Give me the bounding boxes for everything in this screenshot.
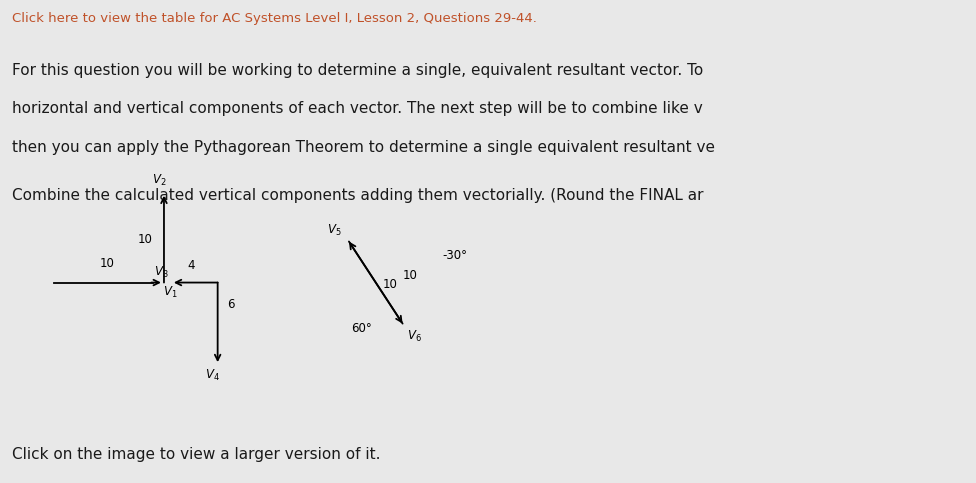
Text: For this question you will be working to determine a single, equivalent resultan: For this question you will be working to…: [12, 63, 703, 78]
Text: horizontal and vertical components of each vector. The next step will be to comb: horizontal and vertical components of ea…: [12, 101, 703, 116]
Text: $V_4$: $V_4$: [205, 368, 221, 383]
Text: $V_5$: $V_5$: [327, 223, 342, 238]
Text: Click here to view the table for AC Systems Level I, Lesson 2, Questions 29-44.: Click here to view the table for AC Syst…: [12, 12, 537, 25]
Text: 10: 10: [383, 279, 398, 291]
Text: -30°: -30°: [442, 250, 468, 262]
Text: 10: 10: [402, 269, 418, 282]
Text: $V_2$: $V_2$: [152, 173, 166, 188]
Text: 6: 6: [227, 298, 235, 311]
Text: then you can apply the Pythagorean Theorem to determine a single equivalent resu: then you can apply the Pythagorean Theor…: [12, 140, 714, 155]
Text: $V_3$: $V_3$: [154, 265, 169, 280]
Text: 60°: 60°: [351, 322, 372, 335]
Text: Combine the calculated vertical components adding them vectorially. (Round the F: Combine the calculated vertical componen…: [12, 188, 704, 203]
Text: 4: 4: [187, 259, 194, 272]
Text: Click on the image to view a larger version of it.: Click on the image to view a larger vers…: [12, 447, 381, 462]
Text: 10: 10: [138, 233, 152, 245]
Text: 10: 10: [100, 257, 115, 270]
Text: $V_1$: $V_1$: [163, 285, 178, 300]
Text: $V_6$: $V_6$: [408, 328, 423, 343]
